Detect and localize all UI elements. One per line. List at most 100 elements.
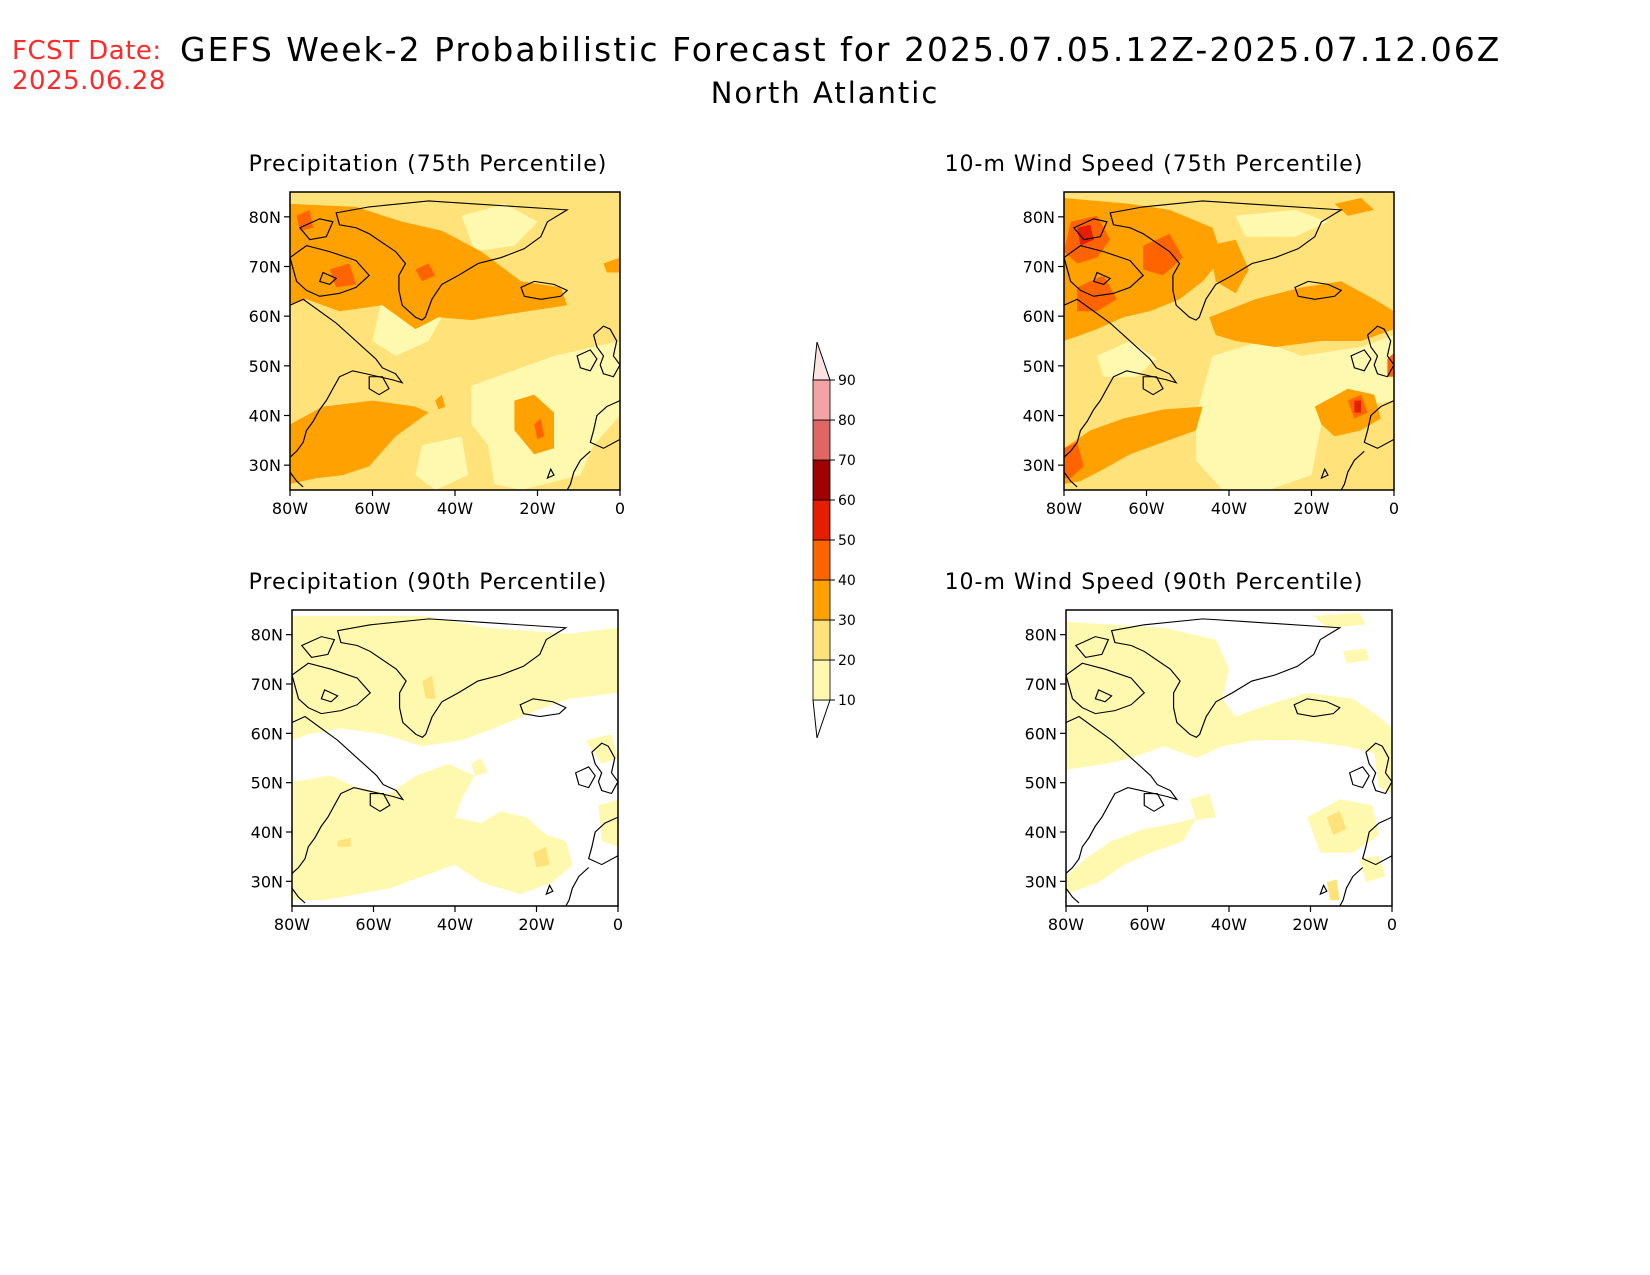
lat-tick-label: 30N — [251, 872, 283, 891]
lon-tick-label: 80W — [272, 499, 308, 518]
panel-title-wind-75: 10-m Wind Speed (75th Percentile) — [944, 152, 1364, 177]
lon-tick-label: 20W — [1293, 499, 1329, 518]
lon-tick-label: 80W — [1046, 499, 1082, 518]
colorbar-segment — [812, 539, 831, 581]
shaded-area — [1354, 400, 1361, 413]
shaded-area — [1334, 198, 1375, 216]
colorbar-segment — [812, 341, 831, 381]
lon-tick-label: 80W — [274, 915, 310, 934]
shaded-area — [1209, 281, 1394, 347]
shaded-area — [292, 615, 618, 747]
shaded-area — [1343, 648, 1370, 664]
shaded-area — [534, 418, 545, 440]
lat-tick-label: 30N — [1025, 872, 1057, 891]
colorbar-tick-label: 10 — [838, 693, 856, 709]
lon-tick-label: 60W — [354, 499, 390, 518]
colorbar-tick-label: 20 — [838, 653, 856, 669]
shaded-area — [585, 734, 618, 764]
shaded-area — [329, 263, 356, 288]
colorbar-tick-label: 70 — [838, 453, 856, 469]
probability-shading — [292, 615, 618, 901]
lon-tick-label: 80W — [1048, 915, 1084, 934]
lat-tick-label: 60N — [1023, 307, 1055, 326]
colorbar-lower-extension — [812, 699, 831, 739]
panel-title-wind-90: 10-m Wind Speed (90th Percentile) — [944, 570, 1364, 595]
lat-tick-label: 70N — [1023, 258, 1055, 277]
lat-tick-label: 70N — [1025, 675, 1057, 694]
shaded-area — [1235, 209, 1328, 237]
shaded-area — [422, 675, 436, 699]
probability-shading — [1064, 192, 1394, 490]
shaded-area — [1064, 442, 1084, 479]
lon-tick-label: 60W — [355, 915, 391, 934]
lon-tick-label: 20W — [1292, 915, 1328, 934]
lat-tick-label: 40N — [249, 407, 281, 426]
colorbar-segment — [812, 419, 831, 461]
shaded-area — [598, 799, 618, 847]
shaded-area — [603, 257, 620, 273]
lon-tick-label: 20W — [518, 915, 554, 934]
colorbar-segment — [812, 379, 831, 421]
colorbar-segment — [812, 619, 831, 661]
shaded-area — [533, 846, 550, 868]
lon-tick-label: 40W — [1211, 499, 1247, 518]
lat-tick-label: 30N — [249, 456, 281, 475]
shaded-area — [1196, 335, 1394, 490]
map-panel-wind-75: 80N 70N 60N 50N 40N 30N 80W 60W 40W 20W 0 — [1023, 191, 1399, 518]
lat-tick-label: 60N — [249, 307, 281, 326]
lat-tick-label: 60N — [1025, 724, 1057, 743]
shaded-area — [471, 758, 488, 776]
lat-tick-label: 50N — [1025, 774, 1057, 793]
probability-shading — [1066, 613, 1392, 901]
shaded-area — [290, 400, 429, 484]
map-panel-wind-90: 80N 70N 60N 50N 40N 30N 80W 60W 40W 20W 0 — [1025, 609, 1397, 934]
shaded-area — [292, 763, 573, 901]
lat-tick-label: 50N — [251, 774, 283, 793]
lat-tick-label: 80N — [1025, 626, 1057, 645]
lon-tick-label: 0 — [1387, 915, 1397, 934]
lon-tick-label: 20W — [519, 499, 555, 518]
colorbar-segment — [812, 579, 831, 621]
panel-title-precip-90: Precipitation (90th Percentile) — [248, 570, 608, 595]
shaded-area — [415, 436, 469, 490]
shaded-area — [461, 203, 538, 252]
shaded-area — [1313, 613, 1366, 628]
colorbar-tick-label: 50 — [838, 533, 856, 549]
colorbar-tick-label: 90 — [838, 373, 856, 389]
lon-tick-label: 60W — [1129, 915, 1165, 934]
lat-tick-label: 50N — [249, 357, 281, 376]
page-title: GEFS Week-2 Probabilistic Forecast for 2… — [180, 30, 1502, 69]
lon-tick-label: 40W — [1211, 915, 1247, 934]
shaded-area — [1372, 734, 1392, 794]
shaded-area — [337, 837, 351, 847]
shaded-area — [1066, 817, 1197, 895]
lon-tick-label: 0 — [1389, 499, 1399, 518]
colorbar-segment — [812, 459, 831, 501]
shaded-area — [1326, 879, 1340, 901]
lon-tick-label: 0 — [615, 499, 625, 518]
shaded-area — [1077, 275, 1117, 312]
colorbar-segment — [812, 499, 831, 541]
shaded-area — [1326, 811, 1347, 835]
shaded-area — [435, 394, 446, 410]
lat-tick-label: 40N — [1025, 823, 1057, 842]
lon-tick-label: 40W — [437, 499, 473, 518]
lat-tick-label: 40N — [251, 823, 283, 842]
colorbar: 10 20 30 40 50 60 70 80 90 — [812, 341, 856, 739]
colorbar-tick-label: 80 — [838, 413, 856, 429]
lat-tick-label: 50N — [1023, 357, 1055, 376]
forecast-date-label: FCST Date: — [12, 36, 162, 66]
shaded-area — [296, 209, 314, 231]
shaded-area — [1359, 855, 1386, 883]
lat-tick-label: 80N — [1023, 208, 1055, 227]
lat-tick-label: 60N — [251, 724, 283, 743]
map-panel-precip-90: 80N 70N 60N 50N 40N 30N 80W 60W 40W 20W 0 — [251, 609, 623, 934]
lat-tick-label: 30N — [1023, 456, 1055, 475]
lat-tick-label: 40N — [1023, 407, 1055, 426]
shaded-area — [514, 394, 554, 455]
lat-tick-label: 80N — [251, 626, 283, 645]
lat-tick-label: 70N — [251, 675, 283, 694]
shaded-area — [1077, 224, 1094, 246]
panel-title-precip-75: Precipitation (75th Percentile) — [248, 152, 608, 177]
